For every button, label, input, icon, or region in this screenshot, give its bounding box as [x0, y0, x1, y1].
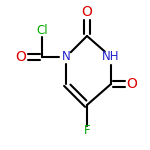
- Text: N: N: [62, 51, 70, 63]
- Text: O: O: [127, 77, 137, 91]
- Text: O: O: [82, 5, 92, 19]
- Text: Cl: Cl: [36, 24, 48, 36]
- Text: O: O: [16, 50, 26, 64]
- Text: F: F: [84, 124, 90, 137]
- Text: NH: NH: [102, 51, 120, 63]
